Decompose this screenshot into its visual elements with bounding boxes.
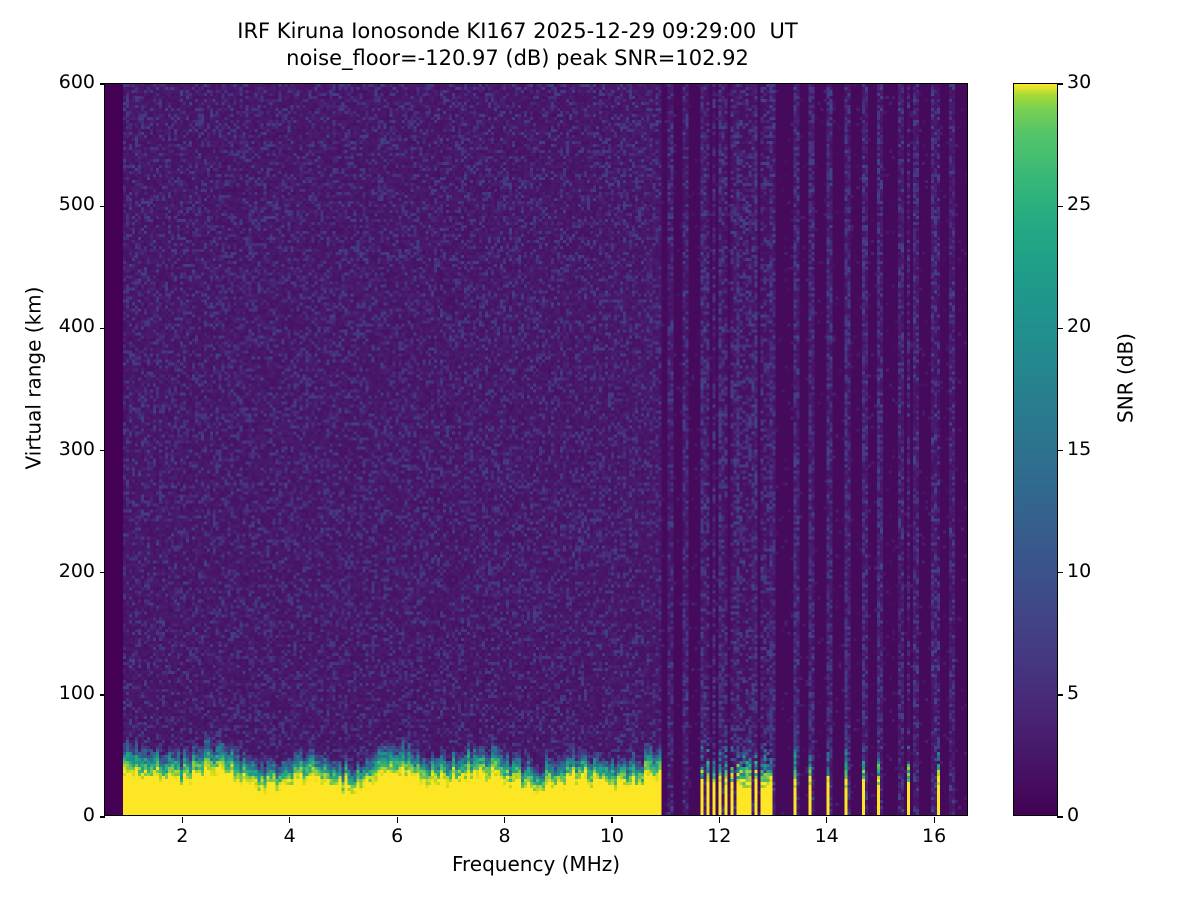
- y-tick-label: 300: [58, 437, 95, 460]
- x-tick-label: 6: [391, 825, 404, 847]
- x-axis-label: Frequency (MHz): [451, 852, 621, 876]
- y-tick-mark: [99, 205, 105, 207]
- x-tick-label: 8: [498, 825, 511, 847]
- x-tick-label: 10: [599, 825, 624, 847]
- colorbar-tick-label: 0: [1067, 804, 1080, 826]
- y-tick-mark: [99, 327, 105, 330]
- ionogram-heatmap: [105, 84, 967, 815]
- x-tick-mark: [396, 817, 398, 823]
- colorbar-tick-mark: [1057, 205, 1063, 207]
- x-tick-mark: [289, 817, 291, 823]
- y-tick-label: 0: [82, 804, 95, 826]
- y-tick-label: 500: [58, 193, 95, 216]
- colorbar-tick-mark: [1057, 449, 1063, 452]
- colorbar-label: SNR (dB): [1113, 333, 1138, 423]
- colorbar-tick-label: 15: [1067, 437, 1092, 460]
- x-tick-label: 4: [283, 825, 296, 847]
- y-tick-label: 600: [58, 71, 95, 93]
- colorbar-tick-label: 10: [1067, 559, 1092, 582]
- colorbar-tick-label: 5: [1067, 681, 1080, 704]
- x-tick-mark: [611, 817, 613, 823]
- y-tick-label: 200: [58, 559, 95, 582]
- figure-title: IRF Kiruna Ionosonde KI167 2025-12-29 09…: [0, 18, 1035, 73]
- colorbar-tick-mark: [1057, 327, 1063, 330]
- colorbar-tick-mark: [1057, 83, 1063, 85]
- figure-title-line-2: noise_floor=-120.97 (dB) peak SNR=102.92: [286, 46, 749, 71]
- y-tick-mark: [99, 83, 105, 85]
- colorbar-tick-mark: [1057, 694, 1063, 696]
- x-tick-mark: [826, 817, 828, 823]
- colorbar-tick-label: 25: [1067, 193, 1092, 216]
- plot-axes: 0 100 200 300 400 500 600 2 4 6 8 10 12 14 16: [59, 71, 968, 847]
- y-tick-label: 400: [58, 315, 95, 338]
- ionogram-canvas: [105, 84, 967, 815]
- x-tick-mark: [503, 817, 506, 823]
- x-tick-mark: [718, 817, 720, 823]
- y-tick-label: 100: [58, 681, 95, 704]
- y-axis-label: Virtual range (km): [21, 286, 46, 470]
- colorbar-tick-label: 20: [1067, 315, 1092, 338]
- colorbar-tick-mark: [1057, 816, 1063, 818]
- x-tick-label: 12: [707, 825, 732, 847]
- colorbar: 0 5 10 15 20 25 30: [1013, 71, 1091, 826]
- x-tick-label: 2: [176, 825, 189, 847]
- x-tick-mark: [933, 817, 935, 823]
- x-tick-label: 16: [922, 825, 947, 847]
- y-tick-mark: [99, 572, 105, 574]
- y-tick-mark: [99, 816, 105, 818]
- y-tick-mark: [99, 694, 105, 696]
- figure-title-line-1: IRF Kiruna Ionosonde KI167 2025-12-29 09…: [237, 19, 798, 43]
- colorbar-tick-mark: [1057, 572, 1063, 574]
- colorbar-tick-label: 30: [1067, 71, 1092, 93]
- x-tick-label: 14: [814, 825, 839, 847]
- x-tick-mark: [181, 817, 184, 823]
- y-tick-mark: [99, 449, 105, 452]
